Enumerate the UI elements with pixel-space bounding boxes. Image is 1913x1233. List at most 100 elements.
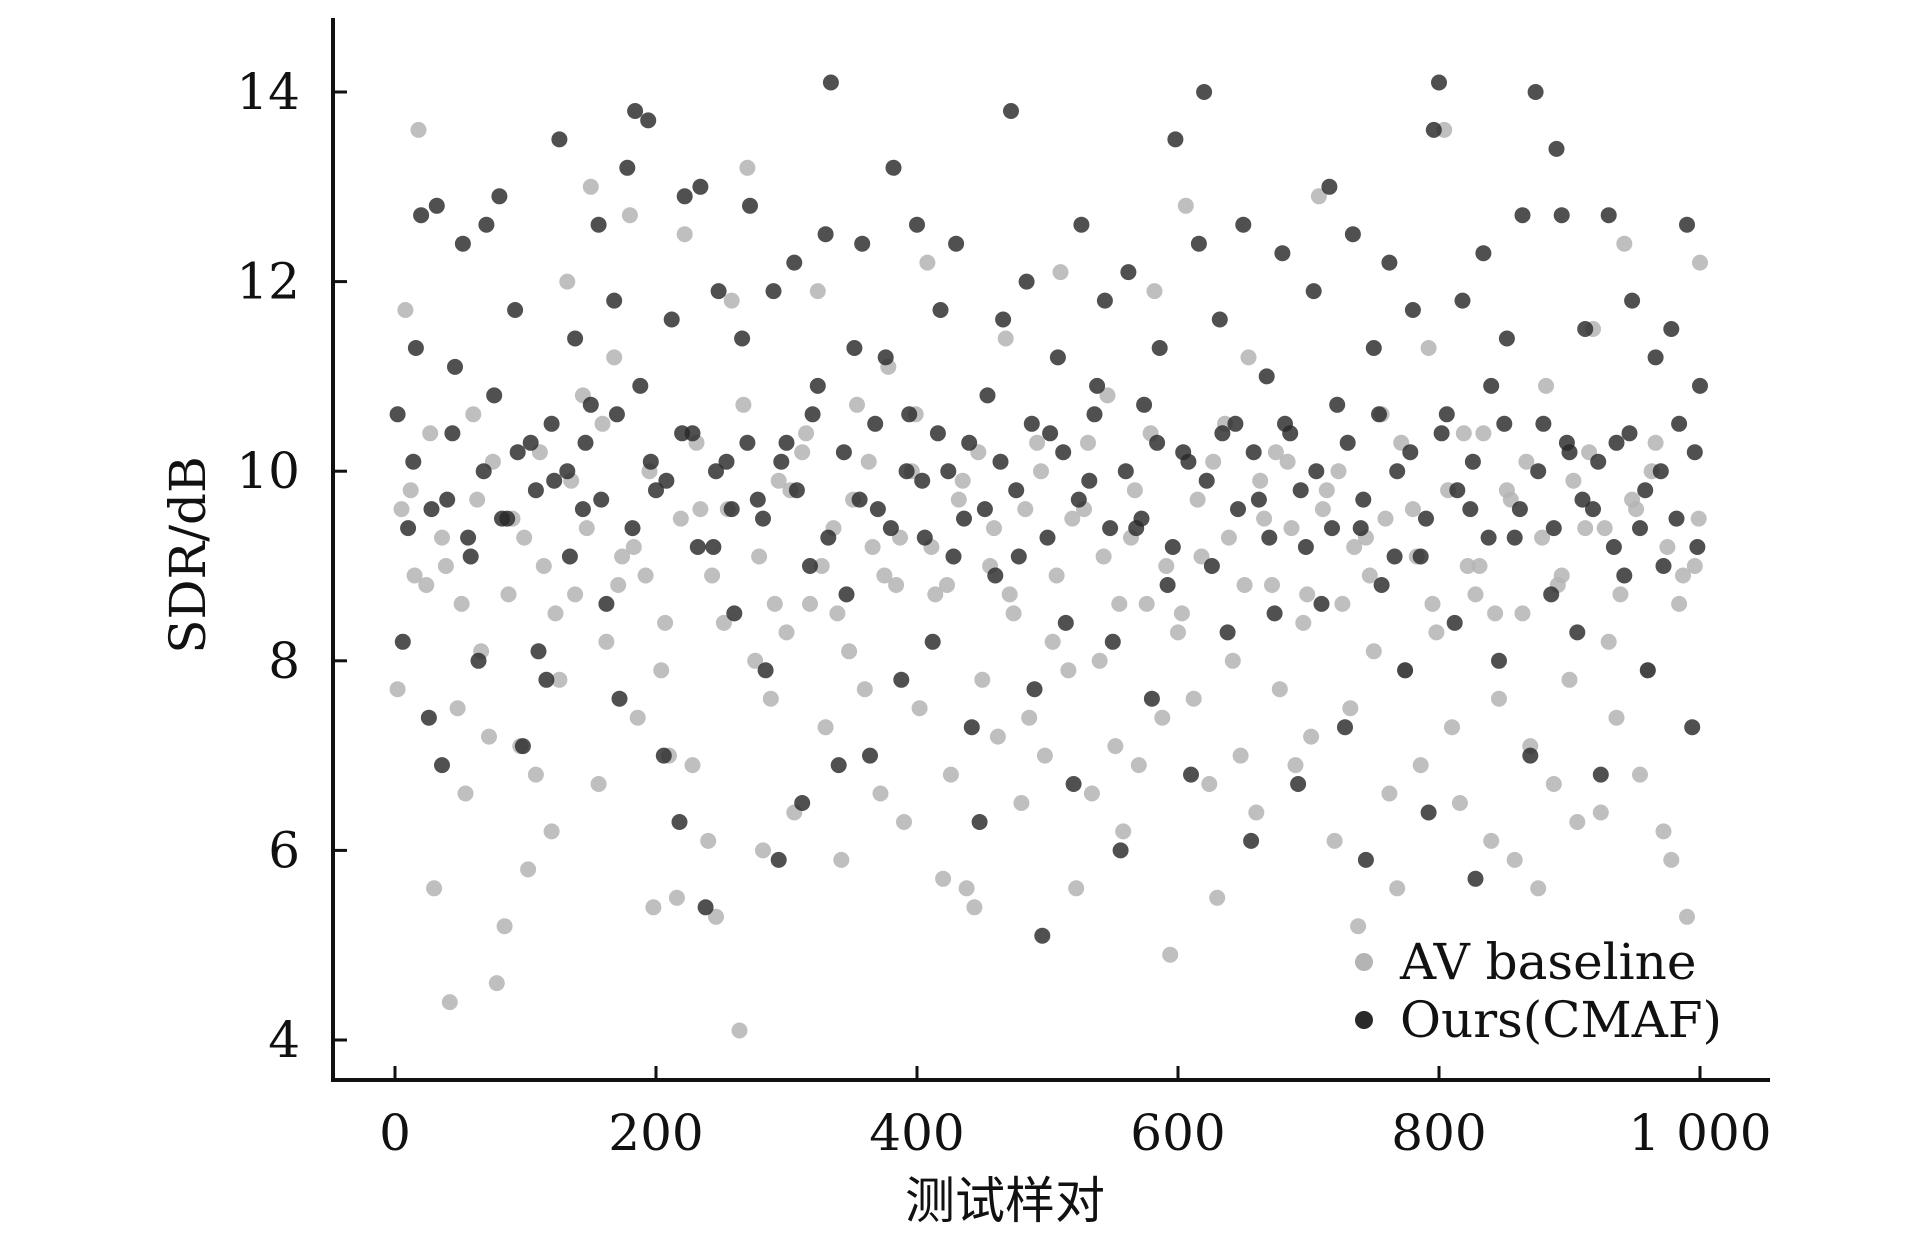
data-point: [1277, 415, 1293, 432]
data-point: [942, 766, 959, 783]
data-point: [611, 690, 628, 707]
data-point: [407, 340, 424, 356]
data-point: [1091, 652, 1108, 669]
data-point: [995, 311, 1012, 328]
data-point: [653, 662, 670, 679]
data-point: [1498, 330, 1515, 347]
data-point: [742, 197, 758, 214]
data-point: [1060, 662, 1077, 679]
data-point: [1342, 700, 1359, 717]
data-point: [1274, 245, 1291, 262]
data-point: [1569, 624, 1586, 641]
data-point: [1219, 624, 1236, 641]
data-point: [1686, 444, 1703, 461]
data-point: [945, 548, 962, 565]
data-point: [966, 899, 983, 916]
data-point: [794, 444, 811, 461]
series-av-baseline: [389, 121, 1708, 1039]
data-point: [932, 302, 949, 318]
data-point: [676, 188, 693, 205]
data-point: [1397, 662, 1414, 679]
data-point: [389, 406, 406, 423]
data-point: [1266, 605, 1283, 622]
data-point: [1305, 283, 1322, 300]
data-point: [1099, 387, 1116, 404]
data-point: [420, 709, 437, 726]
data-point: [739, 434, 756, 451]
data-point: [1590, 453, 1607, 470]
data-point: [522, 434, 539, 451]
data-point: [841, 643, 858, 660]
data-point: [734, 330, 751, 347]
data-point: [1530, 463, 1547, 480]
data-point: [1605, 539, 1622, 555]
data-point: [1608, 434, 1625, 451]
data-point: [1203, 558, 1220, 574]
data-point: [1637, 482, 1654, 499]
data-point: [1600, 633, 1617, 650]
data-point: [1235, 216, 1252, 233]
data-point: [488, 975, 505, 992]
data-point: [674, 425, 691, 442]
data-point: [1600, 207, 1617, 224]
data-point: [454, 235, 471, 252]
data-point: [755, 842, 771, 859]
data-point: [1663, 851, 1680, 868]
data-point: [1008, 482, 1025, 499]
data-point: [751, 548, 768, 565]
data-point: [1480, 529, 1497, 546]
data-point: [1021, 709, 1038, 726]
data-point: [1313, 595, 1330, 612]
data-point: [739, 159, 756, 176]
data-point: [1339, 434, 1356, 451]
data-point: [1214, 425, 1231, 442]
data-point: [1527, 84, 1544, 100]
data-point: [1621, 425, 1638, 442]
data-point: [594, 415, 611, 432]
data-point: [657, 614, 674, 631]
data-point: [919, 254, 936, 271]
data-point: [802, 558, 818, 574]
data-point: [606, 292, 623, 309]
data-point: [770, 851, 787, 868]
data-point: [1126, 482, 1143, 499]
data-point: [1096, 292, 1113, 309]
data-point: [1632, 766, 1648, 783]
data-point: [700, 832, 717, 849]
data-point: [1102, 520, 1119, 537]
data-point: [911, 700, 928, 717]
data-point: [1185, 690, 1202, 707]
data-point: [1668, 510, 1685, 527]
data-point: [1671, 595, 1688, 612]
data-point: [1138, 595, 1155, 612]
data-point: [546, 472, 563, 489]
data-point: [916, 529, 933, 546]
data-point: [1164, 539, 1181, 555]
data-point: [958, 880, 975, 897]
data-point: [1628, 501, 1645, 518]
data-point: [1065, 776, 1082, 792]
data-point: [708, 463, 724, 480]
data-point: [1227, 415, 1244, 432]
data-point: [1496, 415, 1513, 432]
data-point: [1365, 340, 1382, 356]
data-point: [1117, 463, 1134, 480]
data-point: [1154, 709, 1171, 726]
data-point: [1377, 510, 1394, 527]
data-point: [1692, 377, 1708, 394]
data-point: [898, 463, 915, 480]
data-point: [1112, 842, 1129, 859]
data-point: [389, 681, 406, 698]
data-point: [976, 501, 993, 518]
data-point: [422, 425, 439, 442]
data-point: [833, 851, 850, 868]
data-point: [864, 539, 881, 555]
data-point: [1310, 188, 1327, 205]
data-point: [1538, 377, 1554, 394]
data-point: [1361, 567, 1378, 584]
data-point: [813, 558, 830, 574]
data-point: [642, 453, 659, 470]
data-point: [1420, 804, 1437, 821]
data-point: [697, 899, 714, 916]
data-point: [940, 463, 957, 480]
